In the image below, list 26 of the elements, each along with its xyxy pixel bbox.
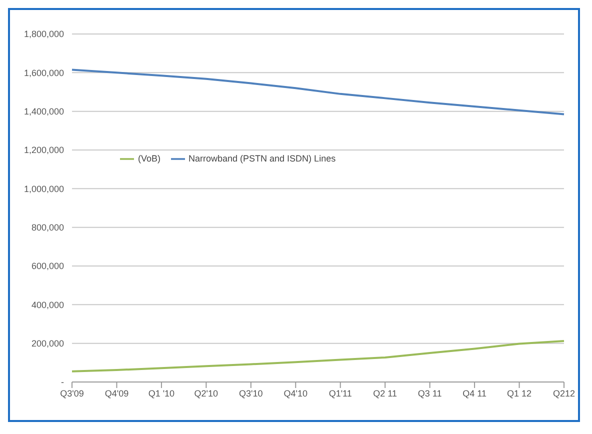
x-tick-label: Q2'10 [194,388,218,398]
x-tick-label: Q1 12 [507,388,532,398]
y-tick-label: - [61,377,64,388]
line-series [71,68,565,116]
line-series [71,340,565,372]
x-tick-label: Q212 [552,388,576,398]
y-tick-label: 200,000 [31,338,64,349]
x-tick-label: Q1 '10 [148,388,175,398]
x-tick-label: Q4'09 [104,388,129,398]
x-tick-label: Q1'11 [328,388,352,398]
x-tick-label: Q3'10 [239,388,263,398]
x-tick-label: Q4'10 [284,388,308,398]
y-tick-label: 1,200,000 [24,145,64,156]
x-tick-label: Q4 11 [462,388,486,398]
y-tick-label: 1,600,000 [24,68,64,78]
legend-label: (VoB) [138,153,161,164]
legend-label: Narrowband (PSTN and ISDN) Lines [188,153,336,164]
x-tick-label: Q3'09 [60,388,84,398]
y-tick-label: 1,800,000 [24,29,64,40]
x-tick-label: Q3 11 [418,388,442,398]
y-tick-label: 1,400,000 [24,106,64,117]
y-tick-label: 800,000 [31,222,64,233]
y-tick-label: 400,000 [31,300,64,310]
x-tick-label: Q2 11 [373,388,398,398]
y-tick-label: 1,000,000 [24,184,64,194]
y-tick-label: 600,000 [31,261,64,272]
